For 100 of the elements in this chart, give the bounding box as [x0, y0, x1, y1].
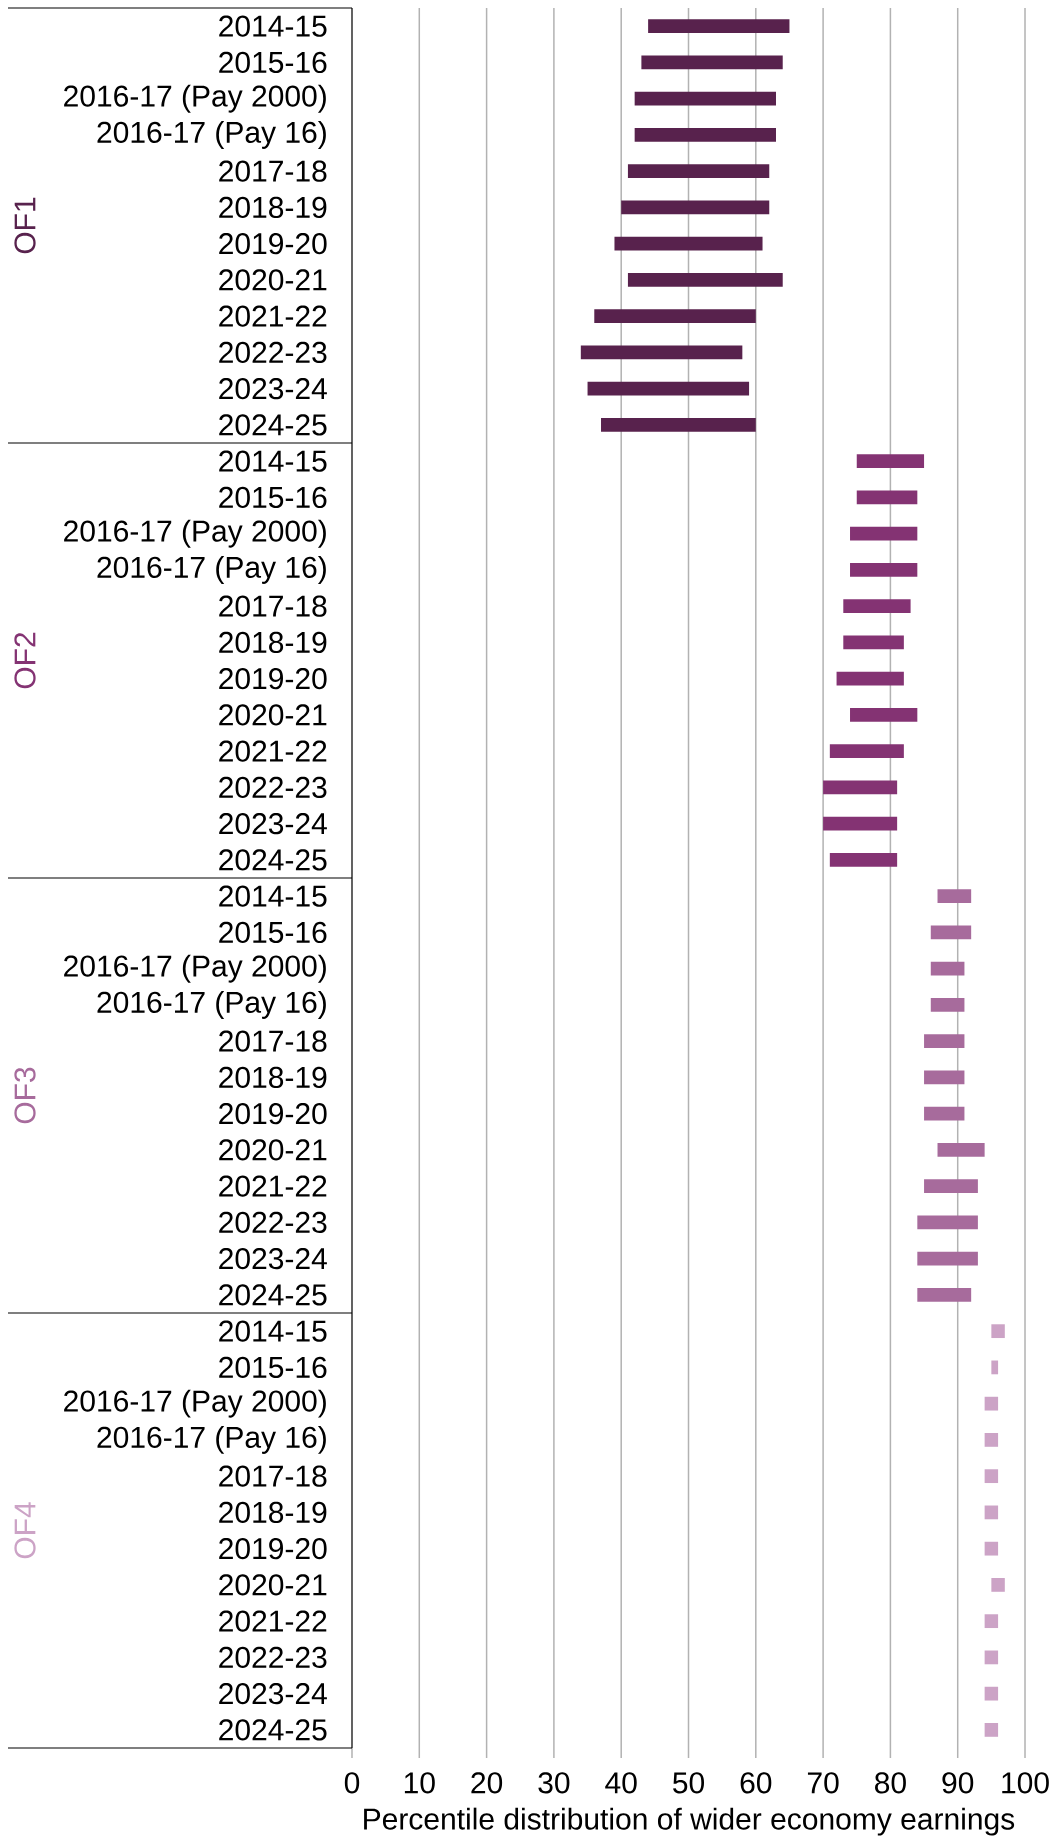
bar [924, 1070, 965, 1085]
bar [930, 998, 965, 1012]
x-tick-label: 100 [1002, 1772, 1049, 1794]
bar [823, 780, 898, 795]
bar [924, 1034, 965, 1049]
y-tick-label: 2023-24 [219, 1248, 327, 1270]
bar [856, 454, 925, 469]
text: OF1 [14, 197, 36, 254]
bar [991, 1578, 1005, 1592]
bar [829, 744, 904, 759]
bar [984, 1650, 999, 1665]
y-tick-label: 2018-19 [219, 1066, 327, 1089]
bar [627, 164, 770, 179]
bar [917, 1215, 978, 1230]
y-tick-label: 2017-18 [219, 595, 327, 617]
y-tick-label: 2020-21 [219, 1574, 327, 1596]
y-tick-label: 2014-15 [219, 885, 327, 907]
y-tick-label: 2020-21 [219, 1139, 327, 1161]
bar [856, 490, 918, 505]
y-tick-label: 2016-17 (Pay 2000) [64, 954, 326, 983]
text: OF2 [14, 632, 36, 689]
x-tick-label: 10 [404, 1772, 435, 1794]
y-tick-label: 2021-22 [219, 1175, 327, 1197]
bar [627, 273, 783, 287]
y-tick-label: 2019-20 [219, 233, 327, 255]
bar [930, 925, 972, 940]
bar [917, 1251, 978, 1266]
y-tick-label: 2019-20 [219, 668, 327, 690]
bar [984, 1541, 999, 1556]
x-tick-label: 50 [673, 1772, 705, 1794]
bar [843, 635, 904, 650]
y-tick-label: 2019-20 [219, 1538, 327, 1560]
bar [648, 19, 790, 34]
y-tick-label: 2016-17 (Pay 16) [97, 120, 326, 149]
bar [641, 55, 783, 70]
bar [587, 381, 750, 396]
y-tick-label: 2015-16 [219, 921, 327, 944]
bar [984, 1723, 999, 1737]
bar [984, 1505, 999, 1520]
bar [930, 961, 965, 976]
y-tick-label: 2020-21 [219, 704, 327, 726]
y-tick-label: 2017-18 [219, 160, 327, 182]
text: OF3 [14, 1067, 36, 1124]
y-tick-label: 2014-15 [219, 15, 327, 37]
y-tick-label: 2022-23 [219, 1646, 327, 1669]
y-tick-label: 2024-25 [219, 849, 327, 871]
bar [850, 708, 918, 722]
bar [991, 1324, 1005, 1339]
x-tick-label: 60 [740, 1772, 772, 1794]
x-tick-label: 70 [807, 1772, 839, 1794]
bar [829, 853, 898, 867]
y-tick-label: 2017-18 [219, 1030, 327, 1052]
y-tick-label: 2016-17 (Pay 16) [97, 1425, 326, 1454]
bar [850, 526, 918, 541]
y-tick-label: 2024-25 [219, 414, 327, 436]
y-tick-label: 2023-24 [219, 1683, 327, 1705]
x-tick-label: 0 [344, 1772, 360, 1794]
x-axis-title: Percentile distribution of wider economy earnings [364, 1807, 1015, 1836]
y-tick-label: 2014-15 [219, 1320, 327, 1342]
y-tick-label: 2021-22 [219, 1610, 327, 1632]
x-tick-label: 30 [538, 1772, 570, 1794]
bar [984, 1469, 999, 1484]
text: OF4 [14, 1502, 36, 1559]
bar [843, 599, 911, 614]
y-tick-label: 2016-17 (Pay 16) [97, 990, 326, 1019]
x-tick-label: 40 [605, 1772, 637, 1794]
bar [984, 1396, 999, 1411]
bar [594, 309, 756, 324]
y-tick-label: 2022-23 [219, 341, 327, 364]
bar [984, 1614, 999, 1629]
y-tick-label: 2020-21 [219, 269, 327, 291]
bar [601, 418, 756, 432]
bar [850, 563, 918, 577]
y-tick-label: 2024-25 [219, 1284, 327, 1306]
y-tick-label: 2017-18 [219, 1465, 327, 1487]
bar [580, 345, 743, 360]
bar [984, 1433, 999, 1447]
y-tick-label: 2023-24 [219, 813, 327, 835]
y-tick-label: 2014-15 [219, 450, 327, 472]
y-tick-label: 2016-17 (Pay 2000) [64, 1389, 326, 1418]
y-tick-label: 2022-23 [219, 1211, 327, 1234]
bar [937, 1143, 985, 1157]
y-tick-label: 2016-17 (Pay 2000) [64, 84, 326, 113]
bar [823, 816, 898, 831]
y-tick-label: 2016-17 (Pay 2000) [64, 519, 326, 548]
y-tick-label: 2015-16 [219, 51, 327, 74]
bar [924, 1179, 978, 1194]
bar [634, 91, 776, 106]
y-tick-label: 2018-19 [219, 1501, 327, 1524]
x-tick-label: 20 [471, 1772, 503, 1794]
bar [984, 1686, 999, 1701]
y-tick-label: 2022-23 [219, 776, 327, 799]
bar [634, 128, 776, 142]
y-tick-label: 2021-22 [219, 305, 327, 327]
bar [937, 889, 972, 904]
y-tick-label: 2024-25 [219, 1719, 327, 1741]
bar [621, 200, 770, 215]
y-tick-label: 2019-20 [219, 1103, 327, 1125]
bar [924, 1106, 965, 1121]
bar [836, 671, 904, 686]
